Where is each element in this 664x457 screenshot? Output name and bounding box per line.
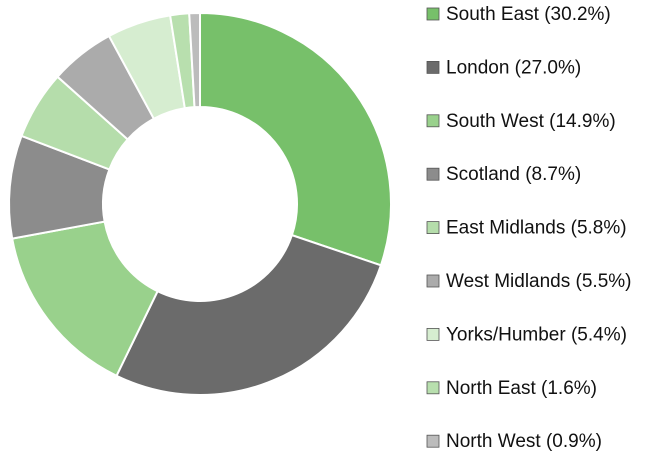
legend-swatch (426, 7, 440, 21)
legend-label: South West (14.9%) (446, 111, 616, 132)
donut-slice (115, 233, 383, 396)
legend-label: North East (1.6%) (446, 378, 597, 399)
legend-swatch (426, 114, 440, 128)
legend-swatch (426, 61, 440, 74)
legend-label: East Midlands (5.8%) (446, 218, 627, 239)
legend-swatch (426, 327, 440, 341)
legend-label: Scotland (8.7%) (446, 164, 581, 185)
legend-swatch (426, 274, 440, 288)
legend-label: North West (0.9%) (446, 431, 602, 452)
donut-slice (199, 11, 392, 267)
legend-label: South East (30.2%) (446, 4, 611, 25)
legend-swatch (426, 221, 440, 235)
donut-slice (188, 11, 201, 109)
legend-label: Yorks/Humber (5.4%) (446, 324, 627, 345)
legend-swatch (426, 434, 440, 448)
legend-swatch (426, 381, 440, 395)
legend-label: London (27.0%) (446, 57, 581, 78)
legend-swatch (426, 167, 440, 181)
legend-label: West Midlands (5.5%) (446, 271, 632, 292)
